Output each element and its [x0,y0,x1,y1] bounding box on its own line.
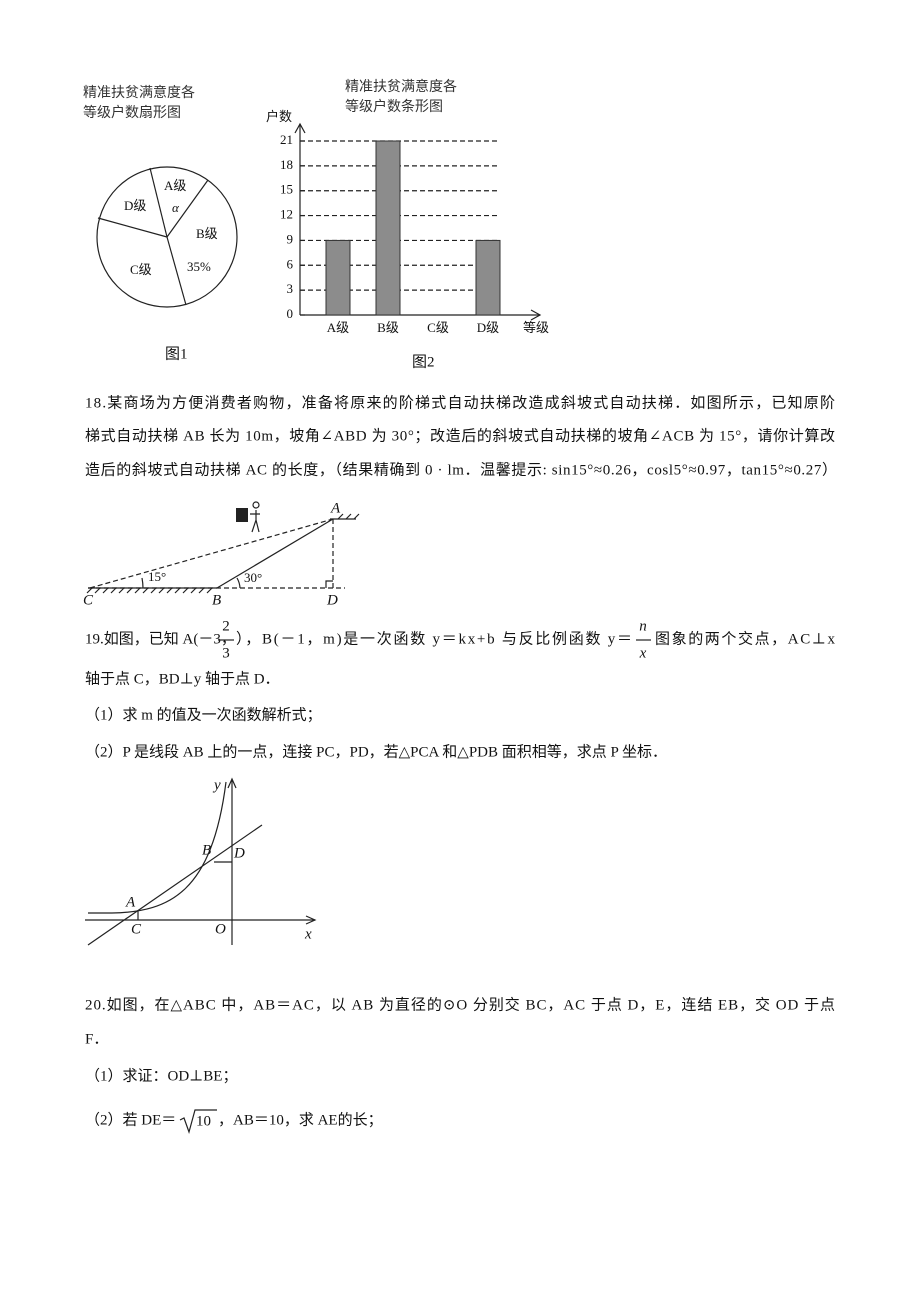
x-tick-label: B级 [377,320,399,335]
bar [375,140,401,316]
caption: 图2 [412,353,435,370]
pie-label: A级 [164,178,186,193]
text-segment: 图象的两个交点，AC⊥x [655,629,836,647]
text-segment: ，AB＝10，求 AE的长； [218,1111,383,1128]
point-label: O [215,921,226,937]
point-label: A [330,500,341,516]
fig1-title: 精准扶贫满意度各 [83,84,195,101]
fraction-denominator: x [639,645,647,661]
angle-label: 30° [244,570,262,585]
escalator-figure [86,501,360,594]
text-line: （2）P 是线段 AB 上的一点，连接 PC，PD，若△PCA 和△PDB 面积… [85,742,667,760]
point-label: A [125,894,136,910]
radical-sign [179,1109,217,1134]
function-graph [85,777,317,946]
point-label: D [326,592,338,608]
x-axis-label: 等级 [523,320,549,335]
text-line: （1）求 m 的值及一次函数解析式； [85,706,322,723]
point-label: C [83,592,94,608]
text-line: （1）求证：OD⊥BE； [85,1067,237,1084]
bar [475,239,501,316]
axis-label: y [212,777,221,793]
text-segment: ），B(－1，m)是一次函数 y＝kx+b 与反比例函数 y＝ [236,630,632,647]
point-label: B [212,592,221,608]
pie-angle: α [172,200,180,215]
arrow [530,309,542,321]
y-tick-label: 3 [287,281,294,296]
x-tick-label: A级 [327,320,349,335]
y-tick-label: 0 [287,306,294,321]
fig1-title: 等级户数扇形图 [83,104,181,121]
y-tick-label: 9 [287,231,294,246]
bar [325,239,351,316]
fraction-numerator: n [639,618,647,634]
text-segment: （2）若 DE＝ [85,1111,176,1128]
pie-label: D级 [124,198,146,213]
text-line: F． [85,1031,108,1047]
pie-divider [97,217,168,238]
fig2-title: 精准扶贫满意度各 [345,78,457,95]
caption: 图1 [165,345,188,362]
text-line: 20.如图，在△ABC 中，AB＝AC，以 AB 为直径的⊙O 分别交 BC，A… [85,995,835,1013]
axis-label: x [304,926,312,942]
pie-divider [166,236,187,306]
y-tick-label: 18 [280,157,293,172]
text-segment: 19.如图，已知 A(－3， [85,630,236,647]
x-tick-label: D级 [477,320,499,335]
arrow [294,122,306,134]
y-tick-label: 6 [287,256,294,271]
y-tick-label: 21 [280,132,293,147]
y-tick-label: 15 [280,182,293,197]
text-line: 18.某商场为方便消费者购物，准备将原来的阶梯式自动扶梯改造成斜坡式自动扶梯．如… [85,394,835,411]
radicand: 10 [196,1113,211,1129]
point-label: B [202,842,211,858]
point-label: D [233,845,245,861]
pie-label: C级 [130,262,152,277]
point-label: C [131,921,142,937]
pie-label: B级 [196,226,218,241]
x-tick-label: C级 [427,320,449,335]
text-line: 造后的斜坡式自动扶梯 AC 的长度，（结果精确到 0 · lm．温馨提示: si… [85,461,837,478]
fraction-numerator: 2 [222,618,230,634]
text-line: 轴于点 C，BD⊥y 轴于点 D． [85,670,280,687]
pie-percent: 35% [187,259,211,274]
fig2-title: 等级户数条形图 [345,98,443,115]
pie-outline [96,166,238,308]
angle-label: 15° [148,569,166,584]
pie-divider [149,167,168,238]
text-line: 梯式自动扶梯 AB 长为 10m，坡角∠ABD 为 30°；改造后的斜坡式自动扶… [85,426,835,444]
fraction-denominator: 3 [222,645,230,661]
y-axis-label: 户数 [266,109,292,124]
pie-divider [166,179,209,238]
y-tick-label: 12 [280,207,293,222]
